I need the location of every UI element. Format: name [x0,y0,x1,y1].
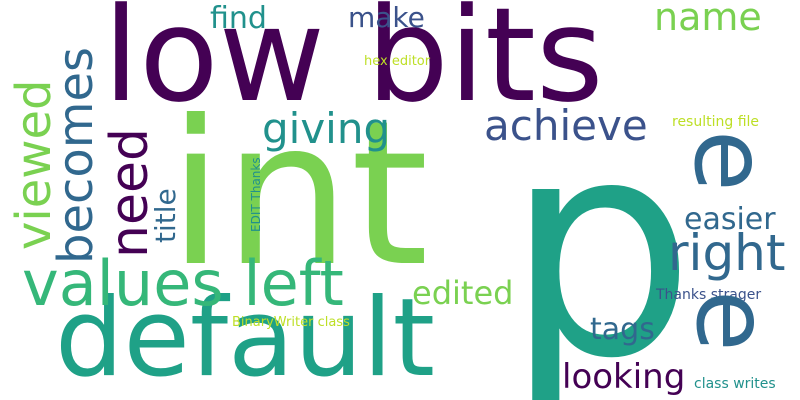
word-name: name [654,0,762,39]
word-becomes: becomes [48,46,104,264]
word-title: title [149,188,182,243]
word-class-writes: class writes [694,376,776,392]
word-e-lower: e [674,290,791,352]
word-right: right [668,224,786,282]
word-thanks-strager: Thanks strager [656,287,762,303]
word-p: p [505,75,696,400]
word-values-left: values left [22,247,344,320]
word-default: default [55,276,436,400]
word-int: int [168,78,429,311]
word-make: make [348,1,425,34]
word-e-upper: e [672,130,789,192]
word-resulting-file: resulting file [672,114,760,130]
word-find: find [210,1,267,36]
word-edit-thanks: EDIT Thanks [249,157,263,232]
word-giving: giving [262,104,391,153]
word-binarywriter-class: BinaryWriter class [232,315,350,330]
word-edited: edited [412,274,514,312]
word-easier: easier [684,202,776,237]
word-low-bits: low bits [103,0,604,131]
word-tags: tags [590,312,655,347]
word-achieve: achieve [484,101,648,150]
word-looking: looking [562,357,686,397]
word-hex-editor: hex editor [364,54,431,69]
